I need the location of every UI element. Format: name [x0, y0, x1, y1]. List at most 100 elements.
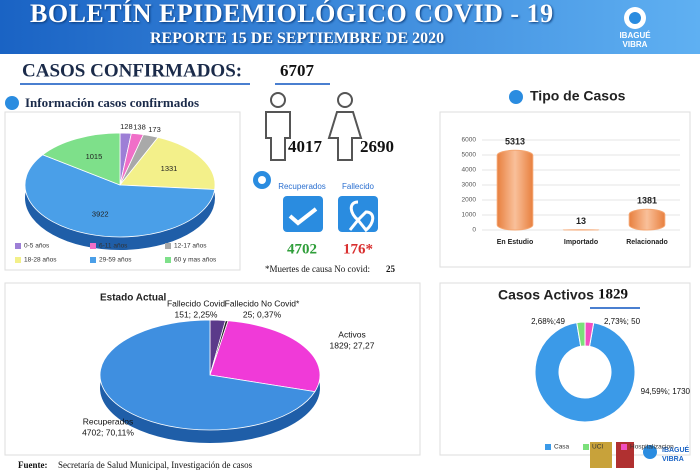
slice-label: 4702; 70,11% — [82, 427, 134, 437]
legend-label: 60 y mas años — [174, 257, 217, 264]
legend-swatch — [90, 243, 96, 249]
legend-swatch — [583, 444, 589, 450]
logo-text: IBAGUÉ — [619, 31, 651, 40]
crest — [616, 442, 634, 468]
data-label: 1331 — [161, 164, 178, 173]
icon — [258, 176, 266, 184]
slice-label: 1829; 27,27 — [330, 340, 375, 350]
legend-swatch — [165, 243, 171, 249]
subtitle: REPORTE 15 DE SEPTIEMBRE DE 2020 — [150, 30, 445, 47]
note-value: 25 — [386, 264, 396, 274]
slice-category: Activos — [338, 329, 365, 339]
ribbon — [348, 200, 375, 233]
legend-swatch — [90, 257, 96, 263]
slice-label: 94,59%; 1730 — [641, 387, 691, 396]
icon — [5, 96, 19, 110]
x-tick-label: Importado — [564, 239, 598, 246]
pie-slice — [41, 132, 121, 186]
man-icon — [265, 92, 291, 161]
panel — [439, 282, 691, 456]
pie-slice — [99, 319, 316, 431]
legend-swatch — [545, 444, 551, 450]
data-label: 13 — [576, 216, 586, 226]
legend-swatch — [165, 257, 171, 263]
logo-icon — [629, 12, 641, 24]
slice-label: 2,68%;49 — [531, 317, 565, 326]
y-tick-label: 5000 — [462, 152, 477, 159]
data-label: 128 — [120, 122, 133, 131]
y-tick-label: 3000 — [462, 182, 477, 189]
slice-label: 2,73%; 50 — [604, 317, 641, 326]
x-tick-label: Relacionado — [626, 239, 668, 246]
recovered-count: 4702 — [287, 241, 317, 257]
recovered-icon — [283, 196, 323, 232]
slice-label: 151; 2,25% — [174, 309, 217, 319]
note: *Muertes de causa No covid: — [265, 264, 370, 274]
data-label: 1015 — [86, 152, 103, 161]
legend-label: Hospitalizacion — [630, 444, 674, 451]
panel — [4, 111, 241, 271]
logo-text: VIBRA — [623, 40, 648, 49]
legend-swatch — [15, 257, 21, 263]
confirmed-label: CASOS CONFIRMADOS: — [22, 60, 242, 81]
slice-label: 25; 0,37% — [243, 309, 282, 319]
chart-title: Información casos confirmados — [25, 95, 199, 110]
data-label: 138 — [133, 123, 146, 132]
data-label: 5313 — [505, 137, 525, 147]
women-count: 2690 — [360, 137, 394, 156]
y-tick-label: 1000 — [462, 212, 477, 219]
data-label: 3922 — [92, 209, 109, 218]
men-count: 4017 — [288, 137, 323, 156]
panel — [4, 282, 421, 456]
active-total: 1829 — [598, 286, 628, 302]
legend-label: 29-59 años — [99, 257, 132, 264]
legend-label: 12-17 años — [174, 243, 207, 250]
check — [288, 207, 318, 226]
slice-category: Fallecido No Covid* — [225, 298, 300, 308]
y-tick-label: 2000 — [462, 197, 477, 204]
legend-label: 18-28 años — [24, 257, 57, 264]
logo-icon — [643, 445, 657, 459]
recovered-label: Recuperados — [278, 182, 326, 191]
donut-slice — [534, 322, 636, 423]
logo-text: IBAGUÉ — [662, 445, 690, 454]
pie-slice — [209, 320, 321, 393]
pie-slice — [24, 154, 216, 238]
y-tick-label: 6000 — [462, 137, 477, 144]
pie-slice — [119, 136, 216, 190]
legend-swatch — [15, 243, 21, 249]
chart-title: Tipo de Casos — [530, 88, 626, 104]
title: BOLETÍN EPIDEMIOLÓGICO COVID - 19 — [30, 0, 554, 28]
legend-label: 6-11 años — [99, 243, 128, 250]
footer-text: Secretaría de Salud Municipal, Investiga… — [58, 460, 253, 470]
chart-title: Estado Actual — [100, 293, 167, 304]
legend-label: 0-5 años — [24, 243, 50, 250]
logo-text: VIBRA — [662, 456, 684, 463]
data-label: 1381 — [637, 196, 657, 206]
crest — [590, 442, 612, 468]
slice-category: Fallecido Covid — [167, 298, 225, 308]
donut-slice — [584, 321, 595, 347]
bar — [628, 208, 666, 231]
confirmed-total: 6707 — [280, 61, 315, 80]
deceased-count: 176* — [343, 241, 373, 257]
icon — [509, 90, 523, 104]
chart-title: Casos Activos — [498, 287, 594, 303]
bar — [496, 149, 534, 231]
y-tick-label: 0 — [472, 227, 476, 234]
deceased-label: Fallecido — [342, 182, 375, 191]
header-band — [0, 0, 700, 54]
panel — [439, 111, 691, 268]
slice-category: Recuperados — [83, 416, 134, 426]
woman-icon — [327, 92, 363, 161]
x-tick-label: En Estudio — [497, 239, 534, 246]
y-tick-label: 4000 — [462, 167, 477, 174]
footer-label: Fuente: — [18, 460, 48, 470]
data-label: 173 — [148, 125, 161, 134]
legend-label: Casa — [554, 444, 570, 451]
legend-swatch — [621, 444, 627, 450]
deceased-icon — [338, 196, 378, 232]
legend-label: UCI — [592, 444, 603, 451]
